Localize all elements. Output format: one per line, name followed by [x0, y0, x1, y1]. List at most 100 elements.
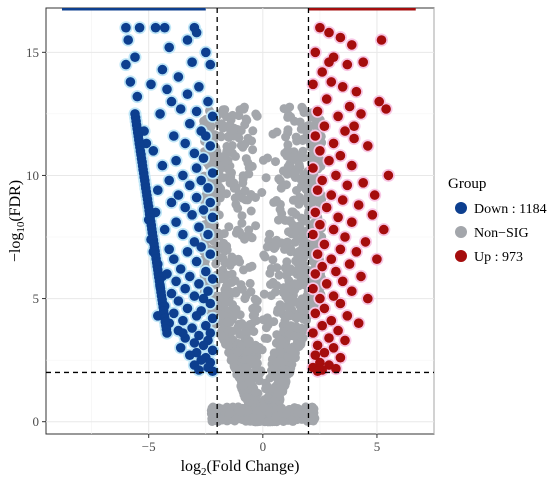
up-point: [324, 27, 334, 38]
up-point: [340, 126, 350, 136]
up-point: [312, 185, 323, 195]
nonsig-point: [292, 186, 301, 195]
up-point: [340, 232, 350, 242]
nonsig-point: [249, 327, 259, 336]
nonsig-point: [285, 322, 295, 332]
up-point: [340, 335, 350, 346]
nonsig-point: [260, 333, 270, 343]
down-point: [189, 291, 200, 301]
down-point: [207, 274, 218, 284]
down-point: [155, 109, 165, 119]
legend-swatch-down: [455, 202, 467, 214]
nonsig-point: [285, 311, 295, 321]
up-point: [321, 202, 332, 213]
nonsig-point: [263, 153, 272, 163]
down-point: [191, 192, 202, 203]
down-point: [121, 59, 131, 70]
down-point: [159, 22, 170, 33]
up-point: [319, 303, 330, 314]
up-point: [319, 239, 330, 250]
down-point: [162, 84, 172, 95]
up-point: [310, 207, 321, 218]
nonsig-point: [248, 145, 258, 155]
up-point: [353, 318, 364, 329]
down-point: [180, 283, 190, 294]
down-point: [191, 27, 202, 38]
down-point: [175, 104, 186, 114]
nonsig-point: [246, 377, 256, 387]
legend-label-down: Down : 1184: [474, 202, 547, 217]
nonsig-point: [280, 244, 289, 254]
down-point: [198, 153, 209, 163]
up-point: [308, 79, 318, 90]
down-point: [194, 82, 204, 92]
down-point: [150, 22, 161, 33]
nonsig-point: [274, 270, 284, 280]
nonsig-point: [269, 348, 279, 358]
down-point: [164, 42, 174, 53]
up-point: [328, 224, 339, 235]
y-tick-label: 15: [26, 45, 39, 60]
nonsig-point: [222, 317, 232, 327]
nonsig-point: [251, 109, 261, 119]
x-tick-label: 0: [260, 439, 267, 454]
up-point: [315, 22, 325, 33]
up-point: [335, 298, 346, 309]
nonsig-point: [302, 409, 312, 419]
down-point: [157, 160, 168, 171]
up-point: [308, 328, 318, 338]
nonsig-point: [230, 363, 240, 373]
up-point: [333, 325, 343, 336]
up-point: [335, 150, 346, 161]
down-point: [159, 224, 170, 235]
nonsig-point: [271, 239, 281, 249]
down-point: [162, 328, 172, 338]
nonsig-point: [241, 392, 251, 402]
y-tick-label: 5: [33, 291, 40, 306]
down-point: [121, 22, 131, 33]
nonsig-point: [244, 225, 254, 235]
up-point: [310, 47, 321, 58]
nonsig-point: [238, 174, 248, 184]
down-point: [196, 355, 206, 365]
down-point: [185, 350, 195, 361]
down-point: [189, 338, 200, 348]
down-point: [130, 52, 140, 62]
up-point: [379, 224, 389, 235]
up-point: [383, 170, 394, 181]
nonsig-point: [269, 317, 279, 327]
down-point: [198, 293, 209, 304]
down-point: [178, 328, 188, 338]
up-point: [326, 190, 337, 200]
up-point: [315, 357, 325, 368]
down-point: [175, 264, 186, 274]
nonsig-point: [265, 268, 275, 278]
nonsig-point: [280, 215, 290, 225]
up-point: [324, 57, 334, 67]
up-point: [347, 217, 357, 227]
nonsig-point: [288, 416, 298, 426]
nonsig-point: [251, 221, 261, 231]
down-point: [198, 340, 209, 351]
down-point: [205, 59, 216, 70]
nonsig-point: [243, 338, 253, 348]
nonsig-point: [271, 157, 280, 167]
nonsig-point: [257, 345, 267, 355]
up-point: [342, 59, 353, 70]
down-point: [164, 175, 174, 186]
up-point: [358, 57, 369, 67]
up-point: [358, 178, 369, 188]
nonsig-point: [283, 145, 293, 155]
down-point: [196, 242, 206, 252]
nonsig-point: [247, 261, 257, 271]
up-point: [363, 141, 373, 151]
nonsig-point: [235, 227, 244, 237]
down-point: [173, 72, 184, 82]
nonsig-point: [231, 199, 241, 209]
nonsig-point: [222, 281, 231, 291]
nonsig-point: [273, 387, 283, 397]
nonsig-point: [294, 160, 304, 170]
legend-label-up: Up : 973: [474, 250, 523, 265]
down-point: [207, 313, 218, 324]
nonsig-point: [261, 173, 271, 183]
